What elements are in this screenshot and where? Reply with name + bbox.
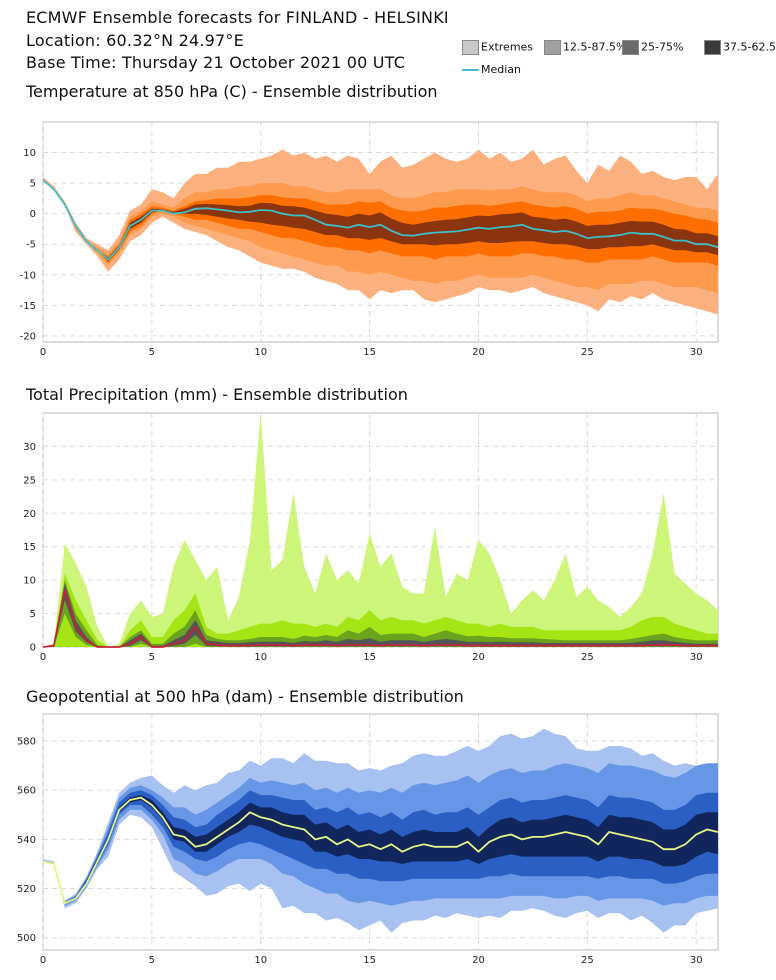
legend-median-swatch <box>462 69 479 71</box>
precip-median-line <box>42 589 718 648</box>
precip-x-tick-label: 0 <box>40 652 46 663</box>
temp-y-tick-label: 10 <box>23 148 36 159</box>
geo-x-tick-label: 25 <box>581 955 594 966</box>
precip-y-tick-label: 30 <box>23 442 36 453</box>
precip-x-tick-label: 10 <box>254 652 267 663</box>
temp-x-tick-label: 20 <box>472 347 485 358</box>
precip-y-tick-label: 0 <box>30 643 36 654</box>
temp-y-tick-label: 5 <box>30 179 36 190</box>
geo-y-tick-label: 500 <box>17 933 36 944</box>
temp-chart-title: Temperature at 850 hPa (C) - Ensemble di… <box>26 82 438 101</box>
precip-x-tick-label: 25 <box>581 652 594 663</box>
geo-y-tick-label: 540 <box>17 835 36 846</box>
temp-x-tick-label: 10 <box>254 347 267 358</box>
geo-y-tick-label: 580 <box>17 737 36 748</box>
legend-12-87-label: 12.5-87.5% <box>563 40 627 54</box>
geo-chart: 0 5 10 15 20 25 30 500 520 540 560 580 <box>17 713 719 966</box>
temp-median-line <box>42 179 719 261</box>
precip-chart: 0 5 10 15 20 25 30 0 5 10 15 20 25 30 <box>23 412 719 663</box>
precip-band-37-62 <box>43 583 718 647</box>
temp-band-37-62 <box>43 180 718 262</box>
geo-x-tick-label: 10 <box>254 955 267 966</box>
temp-x-tick-label: 5 <box>149 347 155 358</box>
temp-x-tick-label: 25 <box>581 347 594 358</box>
legend-extremes: Extremes <box>462 40 533 55</box>
temp-x-tick-label: 15 <box>363 347 376 358</box>
temp-y-tick-label: -20 <box>20 331 36 342</box>
legend-extremes-swatch <box>462 40 479 55</box>
precip-y-tick-label: 5 <box>30 609 36 620</box>
legend-37-62: 37.5-62.5% <box>704 40 776 55</box>
legend-median: Median <box>462 63 521 76</box>
geo-y-tick-label: 560 <box>17 786 36 797</box>
precip-y-tick-label: 20 <box>23 509 36 520</box>
legend-median-label: Median <box>481 63 522 76</box>
geo-y-tick-label: 520 <box>17 884 36 895</box>
legend-extremes-label: Extremes <box>481 40 534 54</box>
precip-x-tick-label: 20 <box>472 652 485 663</box>
temp-y-tick-label: -10 <box>20 270 36 281</box>
geo-x-tick-label: 30 <box>690 955 703 966</box>
geo-x-tick-label: 5 <box>149 955 155 966</box>
temp-x-tick-label: 0 <box>40 347 46 358</box>
legend-25-75: 25-75% <box>622 40 683 55</box>
geo-x-tick-label: 20 <box>472 955 485 966</box>
temp-chart: 0 5 10 15 20 25 30 -20 -15 -10 -5 0 5 10 <box>20 121 719 358</box>
precip-x-tick-label: 30 <box>690 652 703 663</box>
temp-y-tick-label: 0 <box>30 209 36 220</box>
geo-x-tick-label: 15 <box>363 955 376 966</box>
temp-x-tick-label: 30 <box>690 347 703 358</box>
header-base-time: Base Time: Thursday 21 October 2021 00 U… <box>26 53 406 72</box>
precip-y-tick-label: 10 <box>23 576 36 587</box>
precip-y-tick-label: 25 <box>23 475 36 486</box>
header-location: Location: 60.32°N 24.97°E <box>26 31 244 50</box>
precip-chart-title: Total Precipitation (mm) - Ensemble dist… <box>26 385 408 404</box>
legend-12-87: 12.5-87.5% <box>544 40 626 55</box>
legend-12-87-swatch <box>544 40 561 55</box>
temp-y-tick-label: -15 <box>20 301 36 312</box>
precip-x-tick-label: 5 <box>149 652 155 663</box>
legend-25-75-swatch <box>622 40 639 55</box>
temp-y-tick-label: -5 <box>26 240 36 251</box>
legend-37-62-swatch <box>704 40 721 55</box>
precip-y-tick-label: 15 <box>23 542 36 553</box>
geo-median-line <box>42 796 719 905</box>
precip-band-extremes <box>43 413 718 647</box>
geo-chart-title: Geopotential at 500 hPa (dam) - Ensemble… <box>26 687 464 706</box>
precip-x-tick-label: 15 <box>363 652 376 663</box>
precip-band-25-75 <box>43 580 718 647</box>
legend-37-62-label: 37.5-62.5% <box>723 40 776 54</box>
geo-x-tick-label: 0 <box>40 955 46 966</box>
legend-25-75-label: 25-75% <box>641 40 684 54</box>
header-title: ECMWF Ensemble forecasts for FINLAND - H… <box>26 8 449 27</box>
